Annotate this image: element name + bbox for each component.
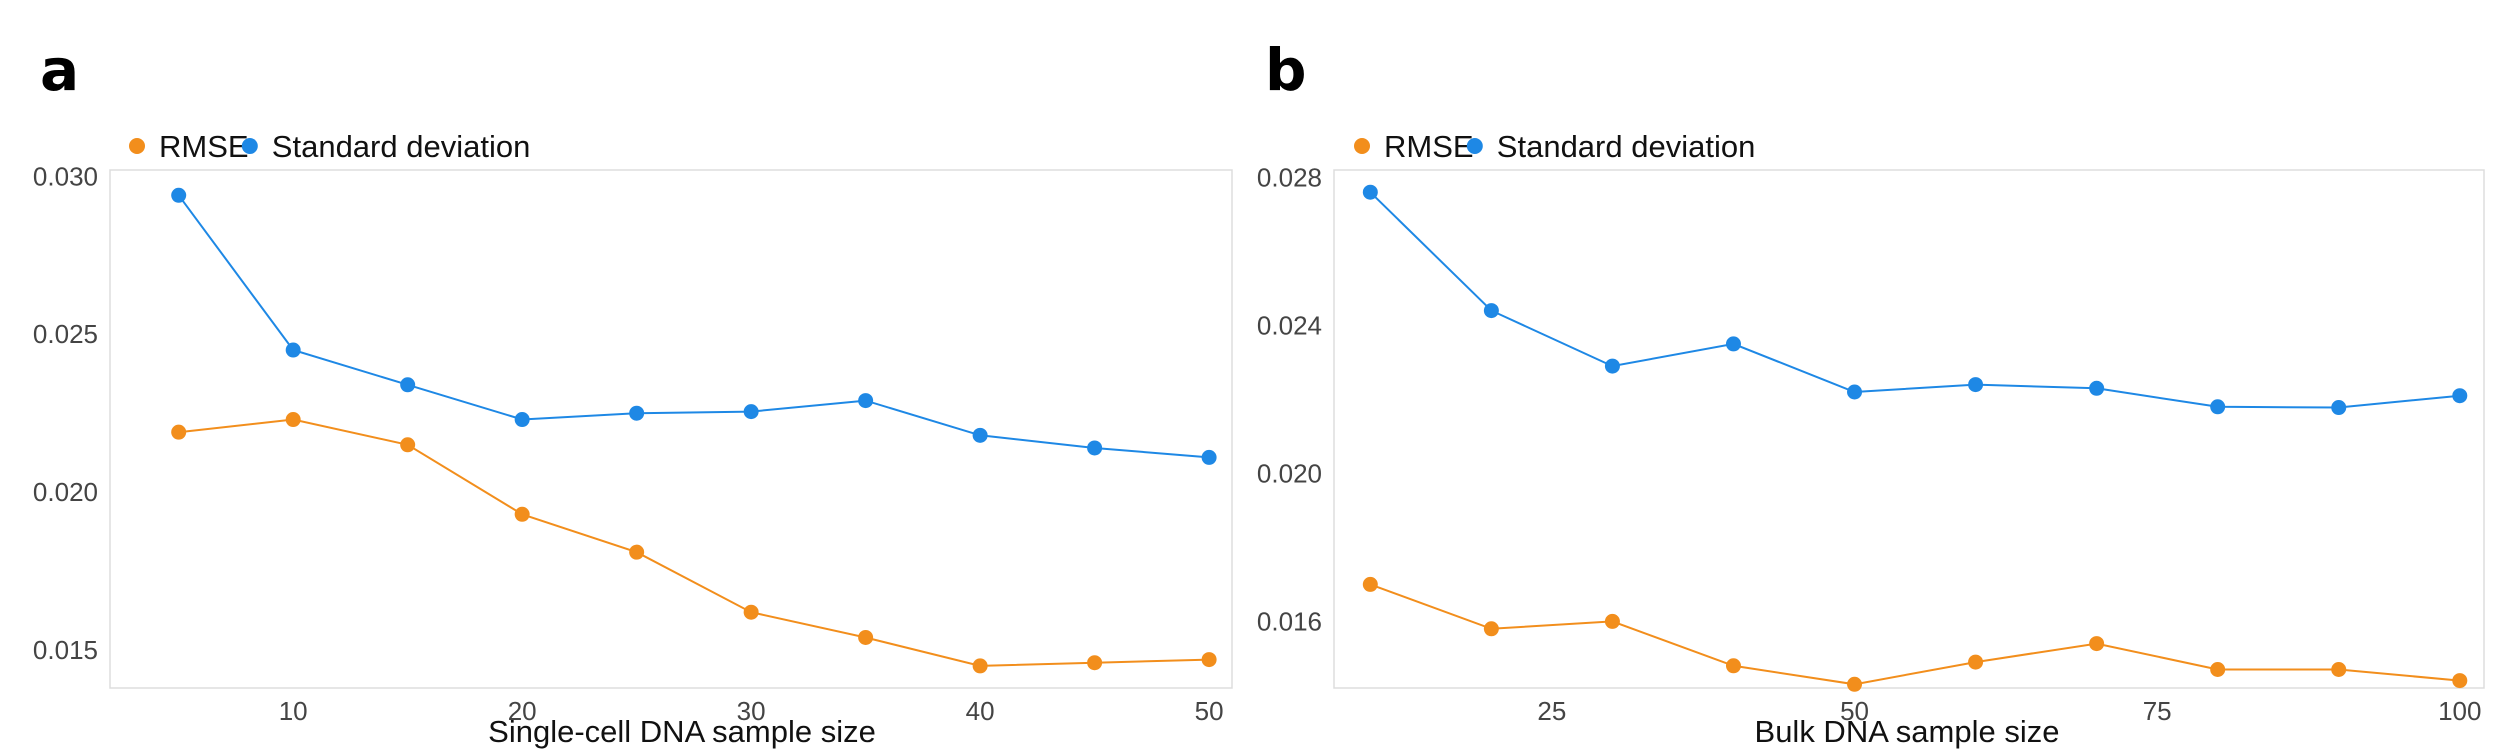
- data-point-rmse: [1847, 676, 1863, 692]
- legend-marker-std: [241, 138, 258, 154]
- x-tick-label: 100: [2438, 696, 2481, 726]
- data-point-rmse: [2210, 662, 2226, 677]
- data-point-std: [629, 405, 645, 421]
- data-point-std: [1604, 358, 1620, 374]
- x-tick-label: 40: [966, 696, 995, 726]
- x-tick-label: 50: [1195, 696, 1224, 726]
- data-point-rmse: [2331, 662, 2347, 677]
- data-point-rmse: [1087, 655, 1103, 671]
- data-point-rmse: [972, 658, 988, 674]
- data-point-rmse: [1725, 658, 1741, 674]
- series-line-rmse: [1369, 583, 2460, 686]
- data-point-std: [743, 404, 759, 420]
- legend-label: RMSE: [159, 129, 249, 164]
- data-point-std: [2452, 388, 2468, 404]
- x-tick-label: 30: [737, 696, 766, 726]
- x-tick-label: 75: [2143, 696, 2172, 726]
- data-point-rmse: [400, 437, 416, 453]
- legend-marker-rmse: [1354, 138, 1370, 154]
- data-point-rmse: [1201, 652, 1217, 668]
- y-tick-label: 0.024: [1257, 310, 1322, 340]
- chart-panel-b: b 0.016 0.020 0.024 0.028 25 50 75 100 Bulk DNA s…: [1257, 36, 2485, 749]
- panel-letter: a: [40, 36, 79, 104]
- data-point-rmse: [171, 424, 187, 440]
- x-tick-label: 25: [1537, 696, 1566, 726]
- y-tick-label: 0.028: [1257, 162, 1322, 192]
- data-point-std: [285, 342, 301, 358]
- series-line-std: [177, 194, 1210, 459]
- data-point-std: [1847, 384, 1863, 400]
- legend-label: RMSE: [1384, 129, 1474, 164]
- legend-label: Standard deviation: [1497, 129, 1756, 164]
- data-point-std: [1483, 303, 1499, 319]
- data-point-rmse: [1604, 613, 1620, 629]
- legend-marker-std: [1466, 138, 1483, 154]
- y-tick-label: 0.016: [1257, 606, 1322, 636]
- data-point-std: [1968, 377, 1984, 393]
- chart-panel-a: a 0.015 0.020 0.025 0.030 10 20 30 40 50 Single-ce…: [33, 36, 1233, 749]
- y-tick-label: 0.025: [33, 319, 98, 349]
- data-point-std: [2331, 400, 2347, 416]
- plot-area-border: [109, 169, 1233, 689]
- y-tick-label: 0.020: [1257, 458, 1322, 488]
- data-point-std: [1201, 449, 1217, 465]
- plot-area-border: [1333, 169, 2485, 689]
- panel-letter: b: [1265, 36, 1307, 104]
- data-point-std: [1087, 440, 1103, 456]
- y-tick-label: 0.030: [33, 161, 98, 191]
- x-tick-label: 50: [1840, 696, 1869, 726]
- data-point-std: [1362, 184, 1378, 200]
- series-line-rmse: [178, 418, 1210, 667]
- data-point-rmse: [285, 412, 301, 428]
- data-point-std: [972, 427, 988, 443]
- series-line-std: [1369, 191, 2460, 409]
- x-axis-label: Single-cell DNA sample size: [488, 714, 876, 749]
- legend-label: Standard deviation: [272, 129, 531, 164]
- x-tick-label: 20: [508, 696, 537, 726]
- y-tick-label: 0.015: [33, 635, 98, 665]
- legend-marker-rmse: [129, 138, 145, 154]
- y-tick-label: 0.020: [33, 477, 98, 507]
- data-point-std: [1725, 336, 1741, 352]
- data-point-std: [858, 393, 874, 409]
- data-point-rmse: [2089, 636, 2105, 652]
- data-point-rmse: [858, 629, 874, 645]
- data-point-rmse: [1968, 654, 1984, 670]
- data-point-std: [514, 412, 530, 428]
- data-point-rmse: [2452, 673, 2468, 689]
- data-point-std: [2089, 380, 2105, 396]
- data-point-rmse: [743, 604, 759, 620]
- data-point-rmse: [1362, 576, 1378, 592]
- data-point-std: [400, 377, 416, 393]
- data-point-std: [2210, 399, 2226, 415]
- data-point-rmse: [1483, 621, 1499, 637]
- data-point-std: [171, 187, 187, 203]
- x-axis-label: Bulk DNA sample size: [1755, 714, 2060, 749]
- data-point-rmse: [629, 544, 645, 560]
- x-tick-label: 10: [279, 696, 308, 726]
- data-point-rmse: [514, 506, 530, 522]
